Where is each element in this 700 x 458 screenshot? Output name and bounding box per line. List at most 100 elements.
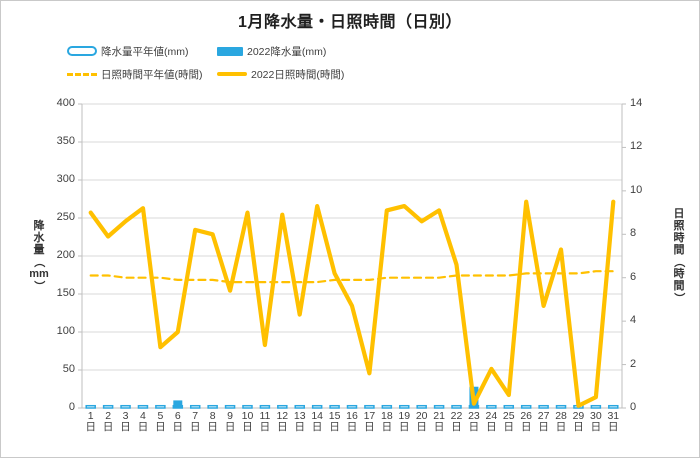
y-left-tick-label: 250	[56, 211, 75, 223]
bar-precip-normal	[85, 404, 96, 409]
bar-precip-normal	[608, 404, 619, 409]
bar-precip-normal	[433, 404, 445, 409]
legend-item-precip-normal: 降水量平年値(mm)	[67, 44, 189, 58]
legend-label: 2022日照時間(時間)	[251, 68, 345, 81]
bar-precip-normal	[486, 404, 497, 409]
x-tick-label: 15 日	[328, 410, 341, 433]
axis-title-char: （	[33, 256, 45, 268]
x-tick-label: 10 日	[241, 410, 254, 433]
line-sunshine-normal	[89, 270, 615, 284]
y-left-tick-label: 350	[56, 135, 75, 147]
y-axis-right-title: 日照時間（時間）	[667, 208, 691, 304]
bar-precip-normal	[346, 404, 358, 409]
bar-precip-normal	[137, 404, 149, 409]
bar-precip-normal	[416, 404, 427, 409]
bar-precip-normal	[555, 404, 567, 409]
bar-precip-normal	[224, 404, 236, 409]
y-left-tick-label: 0	[68, 401, 75, 413]
x-tick-label: 11 日	[259, 410, 271, 433]
bar-precip-normal	[207, 404, 218, 409]
y-left-tick-label: 400	[56, 97, 75, 109]
y-right-tick-label: 12	[630, 140, 643, 153]
x-tick-label: 30 日	[590, 410, 602, 433]
bar-precip-normal	[259, 404, 271, 409]
x-tick-label: 22 日	[450, 410, 463, 433]
x-tick-label: 25 日	[502, 410, 515, 433]
sunshine-normal-line-icon	[67, 72, 97, 76]
x-tick-label: 26 日	[520, 410, 533, 433]
sunshine-2022-line-icon	[217, 72, 247, 76]
legend-item-sunshine-2022: 2022日照時間(時間)	[217, 67, 344, 81]
legend-label: 降水量平年値(mm)	[101, 45, 189, 58]
chart-title: 1月降水量・日照時間（日別）	[238, 14, 462, 31]
x-tick-label: 24 日	[485, 410, 498, 433]
bar-precip-normal	[155, 404, 166, 409]
y-right-tick-label: 0	[630, 401, 637, 413]
bar-precip-normal	[189, 404, 201, 409]
bar-precip-normal	[364, 404, 375, 409]
y-left-tick-label: 50	[62, 363, 75, 375]
axis-title-char: 量	[33, 244, 45, 256]
x-tick-label: 23 日	[468, 410, 480, 433]
axis-title-char: mm	[29, 268, 49, 280]
x-tick-label: 29 日	[572, 410, 585, 433]
axis-title-char: 間	[673, 244, 685, 256]
y-left-tick-label: 100	[56, 325, 75, 337]
precip-normal-bar-icon	[67, 46, 97, 56]
axis-title-char: ）	[673, 292, 685, 304]
axis-title-char: ）	[33, 280, 45, 292]
x-tick-label: 28 日	[555, 410, 567, 433]
bar-precip-normal	[311, 404, 323, 409]
bar-precip-normal	[120, 404, 131, 409]
axis-title-char: 降	[33, 220, 45, 232]
bar-precip-normal	[590, 404, 602, 409]
bar-precip-normal	[520, 404, 532, 409]
bar-precip-normal	[538, 404, 549, 409]
legend-label: 日照時間平年値(時間)	[101, 68, 203, 81]
x-tick-label: 18 日	[380, 410, 393, 433]
axis-title-char: 間	[673, 280, 685, 292]
x-tick-label: 21 日	[433, 410, 445, 433]
x-tick-label: 27 日	[537, 410, 550, 433]
bar-precip-normal	[102, 404, 114, 409]
axis-title-char: 照	[673, 220, 685, 232]
y-right-tick-label: 2	[630, 357, 637, 370]
y-right-tick-label: 6	[630, 270, 637, 283]
line-sunshine-2022	[88, 199, 616, 408]
x-tick-label: 13 日	[293, 410, 306, 433]
axis-title-char: 時	[673, 268, 685, 280]
y-right-tick-label: 14	[630, 97, 643, 109]
bar-precip-normal	[451, 404, 462, 409]
x-tick-label: 16 日	[346, 410, 358, 433]
y-axis-left-title: 降水量（mm）	[27, 220, 51, 292]
bar-precip-normal	[503, 404, 515, 409]
y-left-tick-label: 200	[56, 249, 75, 261]
bar-precip-normal	[329, 404, 340, 409]
y-right-tick-label: 10	[630, 183, 643, 196]
bar-precip-normal	[277, 404, 288, 409]
bar-precip-2022	[173, 400, 183, 408]
y-right-tick-label: 4	[630, 314, 637, 327]
precip-2022-bar-icon	[217, 46, 243, 56]
y-left-tick-label: 300	[56, 173, 75, 185]
bar-precip-normal	[242, 404, 253, 409]
x-tick-label: 14 日	[311, 410, 323, 433]
x-tick-label: 20 日	[415, 410, 428, 433]
y-left-tick-label: 150	[56, 287, 75, 299]
legend-item-sunshine-normal: 日照時間平年値(時間)	[67, 67, 203, 81]
x-tick-label: 17 日	[363, 410, 376, 433]
axis-title-char: 日	[673, 208, 685, 220]
x-tick-label: 31 日	[607, 410, 620, 433]
legend-label: 2022降水量(mm)	[247, 45, 327, 58]
bar-precip-normal	[399, 404, 410, 409]
